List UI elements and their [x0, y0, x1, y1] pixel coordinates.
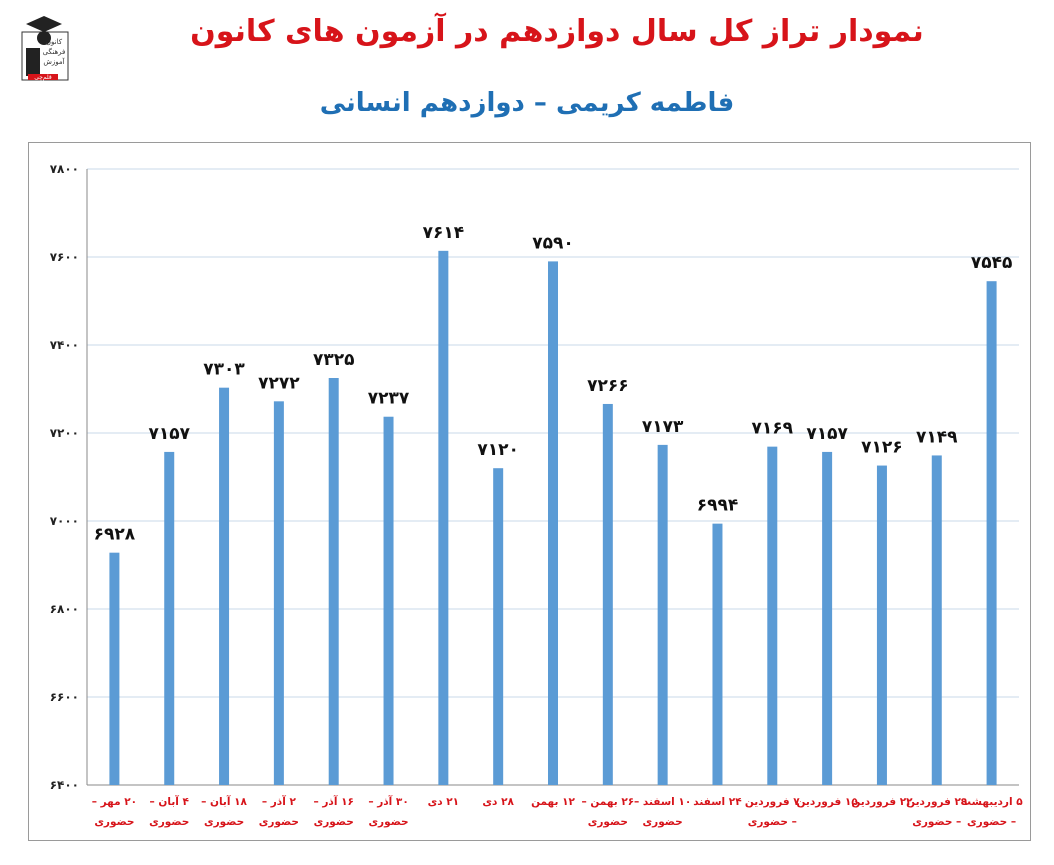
svg-text:کانون: کانون — [46, 38, 63, 46]
data-label: ۷۱۵۷ — [806, 424, 848, 444]
data-label: ۷۱۵۷ — [148, 424, 190, 444]
data-label: ۷۳۲۵ — [313, 350, 355, 370]
y-tick-label: ۶۴۰۰ — [50, 778, 79, 792]
bar — [548, 261, 558, 785]
data-label: ۷۶۱۴ — [423, 223, 465, 243]
bar — [657, 444, 668, 785]
bar — [822, 451, 833, 785]
bar — [438, 250, 449, 786]
x-tick-label: – حضوری — [748, 816, 797, 828]
data-label: ۶۹۹۴ — [697, 496, 739, 516]
bar — [986, 281, 997, 785]
y-tick-label: ۶۶۰۰ — [50, 690, 79, 704]
bar — [493, 468, 504, 785]
x-tick-label: حضوری — [643, 816, 683, 828]
bar — [383, 416, 394, 785]
x-tick-label: حضوری — [588, 816, 628, 828]
y-tick-label: ۶۸۰۰ — [50, 602, 79, 616]
chart-frame: ۶۴۰۰ ۶۶۰۰ ۶۸۰۰ ۷۰۰۰ ۷۲۰۰ ۷۴۰۰ ۷۶۰۰ ۷۸۰۰ ۶۹۲۸ ۲۰ م… — [28, 142, 1031, 841]
x-tick-label: حضوری — [368, 816, 408, 828]
x-tick-label: ۲ آذر – — [262, 795, 297, 808]
x-tick-label: حضوری — [94, 816, 134, 828]
x-tick-label: حضوری — [149, 816, 189, 828]
y-tick-label: ۷۲۰۰ — [50, 426, 79, 440]
x-tick-label: ۱۶ آذر – — [313, 795, 353, 808]
x-tick-label: حضوری — [204, 816, 244, 828]
bar — [876, 465, 887, 785]
data-label: ۷۱۲۶ — [861, 438, 903, 458]
x-tick-label: ۲۶ بهمن – — [581, 796, 634, 808]
x-tick-label: – حضوری — [967, 816, 1016, 828]
data-label: ۷۲۳۷ — [368, 389, 410, 409]
data-label: ۷۲۶۶ — [587, 376, 629, 396]
bar — [602, 403, 613, 785]
kanoon-logo-icon: کانون فرهنگی آموزش قلم‌چی — [20, 14, 72, 82]
bar — [273, 401, 284, 785]
y-tick-label: ۷۴۰۰ — [50, 338, 79, 352]
x-tick-label: ۷ فروردین — [745, 796, 800, 808]
x-tick-label: ۱۵ فروردین — [796, 796, 858, 808]
chart-subtitle: فاطمه کریمی – دوازدهم انسانی — [319, 88, 735, 118]
x-tick-label: ۲۴ اسفند — [693, 796, 742, 808]
x-tick-label: ۱۲ بهمن — [531, 796, 575, 808]
bar-chart: ۶۴۰۰ ۶۶۰۰ ۶۸۰۰ ۷۰۰۰ ۷۲۰۰ ۷۴۰۰ ۷۶۰۰ ۷۸۰۰ ۶۹۲۸ ۲۰ م… — [50, 162, 1024, 828]
data-label: ۷۵۴۵ — [971, 253, 1013, 273]
x-tick-label: ۲۰ مهر – — [92, 796, 137, 808]
bar — [712, 523, 723, 785]
data-label: ۷۵۹۰ — [532, 233, 574, 253]
y-tick-label: ۷۰۰۰ — [50, 514, 79, 528]
y-tick-label: ۷۶۰۰ — [50, 250, 79, 264]
data-label: ۷۱۷۳ — [642, 417, 684, 437]
data-label: ۷۱۶۹ — [752, 419, 794, 439]
x-tick-label: حضوری — [259, 816, 299, 828]
bar — [109, 552, 120, 785]
data-label: ۷۱۴۹ — [916, 427, 958, 447]
data-label: ۷۳۰۳ — [203, 360, 245, 380]
data-label: ۷۱۲۰ — [477, 440, 519, 460]
x-tick-label: – حضوری — [912, 816, 961, 828]
bar — [931, 455, 942, 785]
svg-text:فرهنگی: فرهنگی — [43, 47, 66, 56]
data-label: ۶۹۲۸ — [94, 525, 136, 545]
x-tick-label: ۱۸ آبان – — [201, 795, 247, 808]
x-tick-label: ۲۹ فروردین — [906, 796, 968, 808]
x-tick-label: ۲۲ فروردین — [851, 796, 913, 808]
bar — [219, 387, 230, 785]
y-tick-label: ۷۸۰۰ — [50, 162, 79, 176]
x-tick-label: ۲۱ دی — [428, 796, 460, 808]
x-tick-label: ۴ آبان – — [150, 795, 190, 808]
x-tick-label: ۱۰ اسفند – — [634, 796, 691, 808]
bar — [164, 451, 175, 785]
svg-text:آموزش: آموزش — [43, 57, 65, 66]
x-tick-label: ۲۸ دی — [482, 796, 514, 808]
bar — [328, 378, 339, 785]
data-label: ۷۲۷۲ — [258, 373, 300, 393]
logo-graphic: کانون فرهنگی آموزش قلم‌چی — [21, 16, 69, 81]
svg-text:قلم‌چی: قلم‌چی — [34, 74, 52, 81]
chart-title: نمودار تراز کل سال دوازدهم در آزمون های … — [190, 14, 924, 49]
bar — [767, 446, 778, 785]
x-tick-label: ۵ اردیبهشت — [961, 796, 1024, 808]
x-tick-label: حضوری — [314, 816, 354, 828]
x-tick-label: ۳۰ آذر – — [368, 795, 408, 808]
